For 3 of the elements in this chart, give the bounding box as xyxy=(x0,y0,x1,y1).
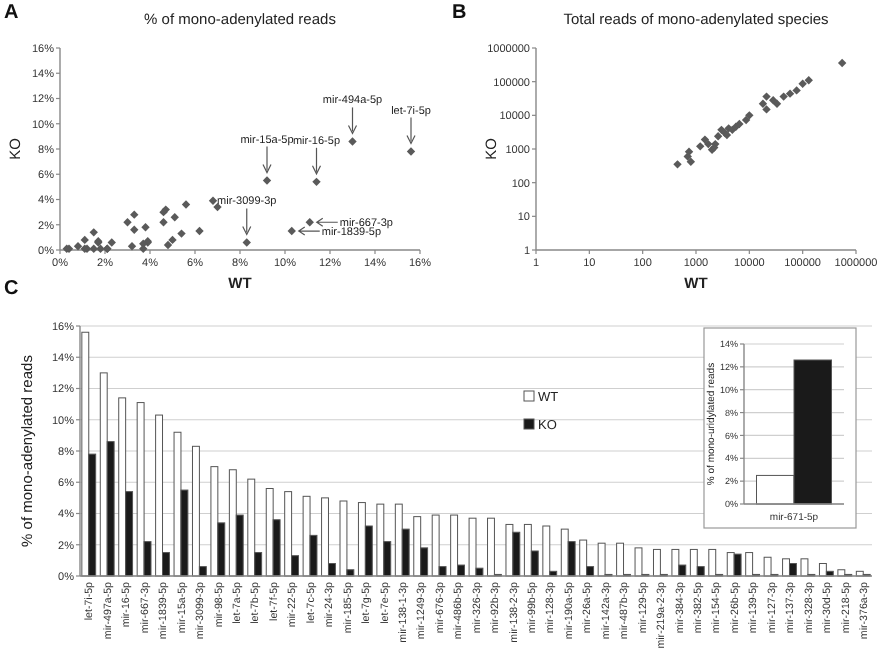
text: A xyxy=(4,2,19,24)
text: B xyxy=(452,2,467,24)
text: C xyxy=(4,278,19,300)
